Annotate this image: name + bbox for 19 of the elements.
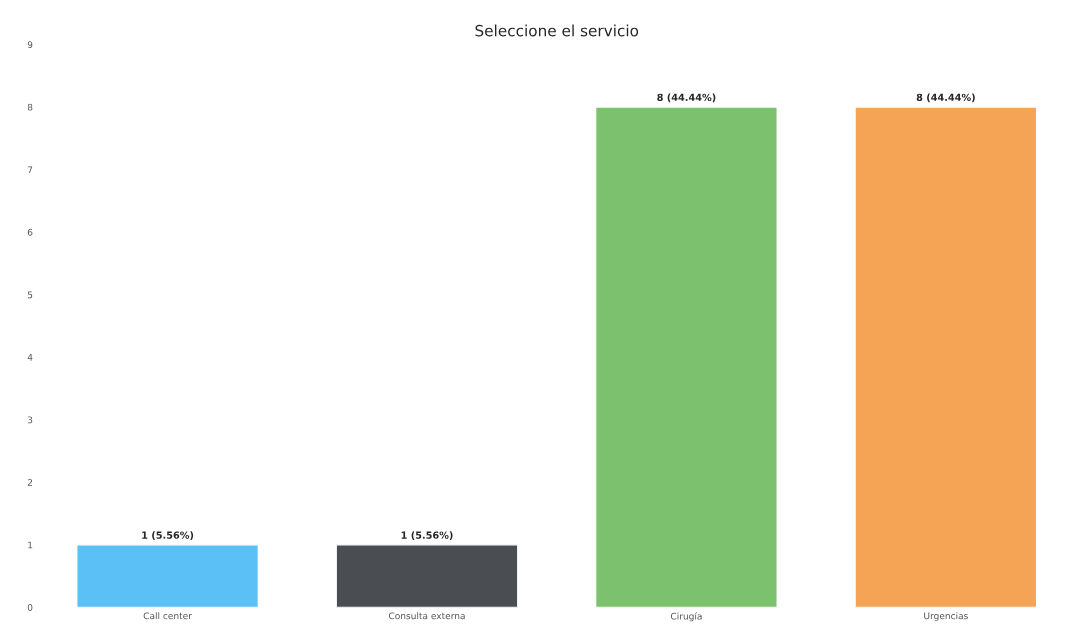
data-label: 8 (44.44%) bbox=[657, 93, 716, 103]
y-tick-label: 1 bbox=[28, 541, 33, 549]
y-tick-label: 6 bbox=[27, 228, 33, 236]
chart-title: Seleccione el servicio bbox=[475, 24, 639, 37]
data-label: 8 (44.44%) bbox=[916, 93, 975, 103]
data-label: 1 (5.56%) bbox=[142, 531, 194, 540]
y-tick-label: 7 bbox=[27, 166, 33, 174]
data-label: 1 (5.56%) bbox=[401, 531, 453, 540]
x-tick-label: Consulta externa bbox=[388, 612, 465, 620]
x-tick-label: Urgencias bbox=[924, 612, 968, 621]
y-tick-label: 3 bbox=[27, 416, 33, 424]
x-tick-label: Call center bbox=[143, 612, 192, 620]
y-tick-label: 0 bbox=[27, 604, 33, 611]
y-tick-label: 4 bbox=[27, 354, 33, 361]
y-tick-label: 2 bbox=[27, 479, 33, 486]
y-tick-label: 8 bbox=[27, 103, 33, 111]
y-tick-label: 9 bbox=[27, 41, 33, 49]
x-tick-label: Cirugía bbox=[670, 612, 702, 622]
y-tick-label: 5 bbox=[27, 291, 33, 299]
